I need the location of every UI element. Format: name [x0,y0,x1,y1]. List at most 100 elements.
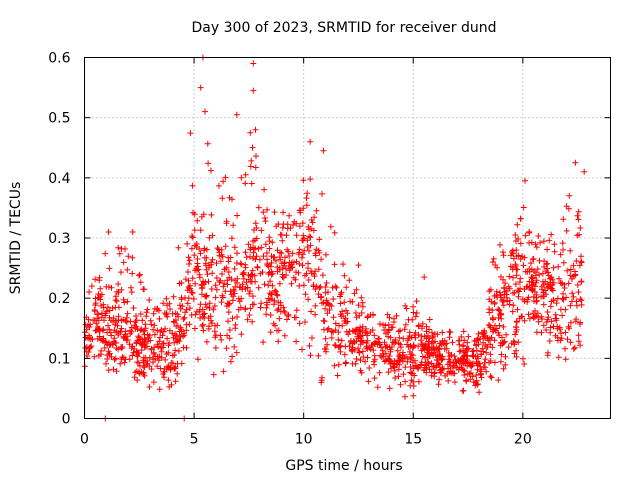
data-point [567,319,574,326]
data-point [529,275,536,282]
data-point [247,288,253,295]
data-point [415,322,422,329]
x-tick-label: 15 [404,432,422,448]
data-point [418,337,424,344]
data-point [573,316,580,323]
data-point [514,306,521,313]
data-point [485,337,492,344]
data-point [434,331,441,338]
data-point [426,326,432,333]
data-point [307,352,314,359]
data-point [499,334,505,341]
data-point [331,229,338,236]
data-point [446,328,453,335]
data-point [356,349,363,356]
data-point [205,160,212,167]
data-point [521,361,528,367]
data-point [215,182,222,189]
data-point [292,276,299,283]
data-point-notable [202,108,208,115]
data-point [163,311,170,318]
data-point [129,270,136,277]
data-point [575,289,582,296]
data-point [497,292,504,299]
data-point [543,319,550,325]
data-point [151,322,158,329]
data-point [557,326,563,333]
data-point [501,285,508,292]
data-point [205,278,212,285]
data-point [559,312,566,319]
data-point [150,379,157,386]
data-point [317,294,324,301]
data-point [566,192,573,199]
data-point [138,347,145,354]
data-point [358,294,365,301]
data-point [544,280,551,287]
data-point [133,313,139,319]
data-point [160,340,167,347]
data-point [564,336,571,343]
data-point [490,316,496,323]
data-point [167,366,174,373]
data-point [264,206,271,213]
data-point [144,306,151,313]
data-point [137,311,144,317]
data-point [451,370,458,377]
data-point [335,329,342,336]
data-point [105,322,111,329]
data-point [311,214,318,221]
data-point [489,307,496,314]
data-point [387,361,394,367]
data-point [203,292,210,299]
data-point [168,359,175,366]
data-point [500,365,507,372]
data-point [112,304,119,311]
data-point [279,237,286,244]
data-point [250,238,257,245]
data-point [497,312,504,318]
data-point [532,308,538,314]
data-point [324,326,331,333]
data-point [172,378,179,385]
data-point [316,249,323,256]
data-point [470,379,477,385]
data-point [226,327,233,333]
data-point [407,369,414,376]
data-point [232,321,239,328]
data-point [185,269,191,275]
data-point [333,284,340,291]
data-point [221,280,228,287]
data-point [293,232,300,239]
data-point [128,284,134,291]
data-point [229,196,235,203]
data-point [573,258,580,264]
data-point [242,180,249,187]
data-point [186,261,192,267]
data-point [170,293,177,300]
data-point [324,341,331,348]
data-point [353,356,360,362]
data-point [249,144,256,151]
data-point [276,280,283,287]
data-point [218,251,225,258]
data-point [371,352,378,359]
data-point [386,314,393,321]
data-point [533,244,540,251]
data-point [106,265,113,272]
data-point [188,289,195,296]
data-point [174,311,181,318]
data-point [263,311,270,318]
data-point [240,275,247,282]
data-point [445,377,452,384]
data-point [418,333,425,340]
data-point [194,217,201,224]
data-point [134,353,141,360]
data-point [514,221,521,228]
data-point [233,349,240,356]
data-point [296,260,303,267]
data-point [509,249,515,255]
data-point [392,339,399,345]
data-point [230,293,237,300]
data-point [114,288,120,295]
